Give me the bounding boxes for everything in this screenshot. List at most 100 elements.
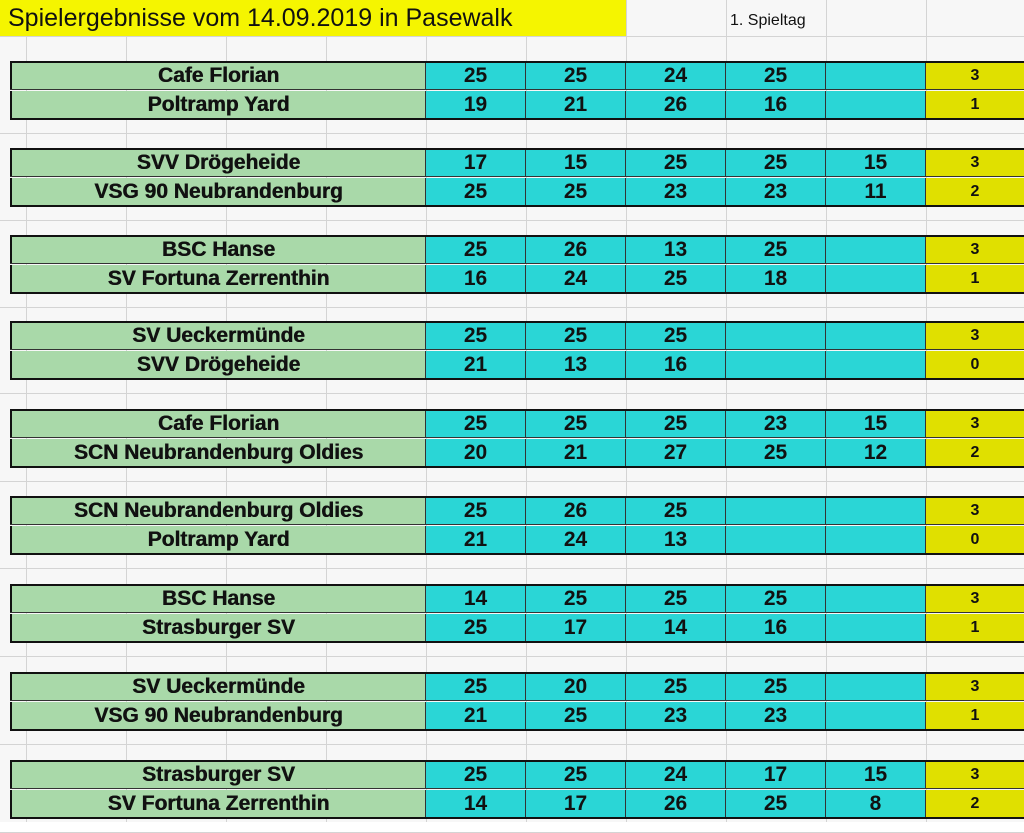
team-name-cell: SV Ueckermünde [10, 323, 426, 349]
set-score-cell [826, 614, 926, 641]
set-score-cell [826, 323, 926, 349]
set-score-cell [826, 265, 926, 292]
set-score-cell: 25 [626, 323, 726, 349]
set-score-cell: 17 [526, 614, 626, 641]
points-cell: 3 [926, 411, 1024, 437]
points-cell: 3 [926, 323, 1024, 349]
set-score-cell: 25 [626, 498, 726, 524]
table-row: BSC Hanse 14 25 25 25 3 [10, 584, 1024, 613]
set-score-cell: 25 [426, 614, 526, 641]
team-name-cell: SVV Drögeheide [10, 150, 426, 176]
gridline [0, 307, 1024, 308]
team-name-cell: Strasburger SV [10, 762, 426, 788]
team-name-cell: VSG 90 Neubrandenburg [10, 178, 426, 205]
set-score-cell: 25 [626, 411, 726, 437]
set-score-cell: 23 [726, 702, 826, 729]
set-score-cell: 25 [426, 178, 526, 205]
set-score-cell: 15 [826, 411, 926, 437]
team-name-cell: SCN Neubrandenburg Oldies [10, 439, 426, 466]
team-name-cell: Poltramp Yard [10, 526, 426, 553]
set-score-cell: 20 [426, 439, 526, 466]
points-cell: 3 [926, 674, 1024, 700]
points-cell: 3 [926, 498, 1024, 524]
team-name-cell: BSC Hanse [10, 237, 426, 263]
team-name-cell: Cafe Florian [10, 411, 426, 437]
set-score-cell: 24 [626, 762, 726, 788]
table-row: SV Fortuna Zerrenthin 14 17 26 25 8 2 [10, 790, 1024, 819]
team-name-cell: SV Ueckermünde [10, 674, 426, 700]
set-score-cell: 17 [526, 790, 626, 817]
set-score-cell: 25 [526, 323, 626, 349]
table-row: Poltramp Yard 19 21 26 16 1 [10, 91, 1024, 120]
set-score-cell: 25 [426, 498, 526, 524]
set-score-cell: 25 [726, 439, 826, 466]
team-name-cell: Cafe Florian [10, 63, 426, 89]
matchday-label: 1. Spieltag [730, 12, 806, 29]
set-score-cell: 25 [526, 178, 626, 205]
set-score-cell: 27 [626, 439, 726, 466]
gridline [0, 744, 1024, 745]
set-score-cell: 25 [526, 702, 626, 729]
set-score-cell: 25 [626, 674, 726, 700]
set-score-cell: 14 [426, 586, 526, 612]
table-row: Cafe Florian 25 25 25 23 15 3 [10, 409, 1024, 438]
set-score-cell: 16 [726, 614, 826, 641]
gridline [0, 481, 1024, 482]
team-name-cell: SVV Drögeheide [10, 351, 426, 378]
set-score-cell: 25 [726, 150, 826, 176]
set-score-cell: 18 [726, 265, 826, 292]
points-cell: 1 [926, 614, 1024, 641]
points-cell: 1 [926, 702, 1024, 729]
points-cell: 2 [926, 790, 1024, 817]
team-name-cell: Poltramp Yard [10, 91, 426, 118]
set-score-cell: 26 [526, 498, 626, 524]
set-score-cell: 25 [526, 586, 626, 612]
set-score-cell: 25 [426, 411, 526, 437]
set-score-cell: 25 [726, 63, 826, 89]
set-score-cell: 11 [826, 178, 926, 205]
set-score-cell [826, 526, 926, 553]
set-score-cell: 16 [426, 265, 526, 292]
set-score-cell: 23 [726, 178, 826, 205]
gridline [0, 656, 1024, 657]
table-row: SVV Drögeheide 21 13 16 0 [10, 351, 1024, 380]
set-score-cell: 14 [426, 790, 526, 817]
set-score-cell: 21 [426, 351, 526, 378]
set-score-cell [726, 323, 826, 349]
table-row: BSC Hanse 25 26 13 25 3 [10, 235, 1024, 264]
set-score-cell: 24 [626, 63, 726, 89]
table-row: SV Ueckermünde 25 20 25 25 3 [10, 672, 1024, 701]
set-score-cell [726, 498, 826, 524]
points-cell: 1 [926, 91, 1024, 118]
set-score-cell: 13 [626, 237, 726, 263]
points-cell: 0 [926, 351, 1024, 378]
table-row: Poltramp Yard 21 24 13 0 [10, 526, 1024, 555]
set-score-cell: 25 [426, 237, 526, 263]
points-cell: 3 [926, 586, 1024, 612]
set-score-cell [826, 586, 926, 612]
set-score-cell [826, 674, 926, 700]
points-cell: 2 [926, 178, 1024, 205]
team-name-cell: VSG 90 Neubrandenburg [10, 702, 426, 729]
points-cell: 1 [926, 265, 1024, 292]
set-score-cell: 21 [526, 439, 626, 466]
set-score-cell: 26 [526, 237, 626, 263]
set-score-cell [826, 498, 926, 524]
set-score-cell: 21 [426, 526, 526, 553]
set-score-cell: 16 [626, 351, 726, 378]
set-score-cell: 25 [626, 586, 726, 612]
points-cell: 3 [926, 237, 1024, 263]
set-score-cell: 8 [826, 790, 926, 817]
gridline [0, 220, 1024, 221]
set-score-cell: 21 [526, 91, 626, 118]
team-name-cell: Strasburger SV [10, 614, 426, 641]
set-score-cell: 23 [626, 178, 726, 205]
set-score-cell: 26 [626, 790, 726, 817]
set-score-cell: 20 [526, 674, 626, 700]
set-score-cell: 25 [626, 265, 726, 292]
set-score-cell [826, 63, 926, 89]
points-cell: 3 [926, 63, 1024, 89]
set-score-cell: 15 [526, 150, 626, 176]
points-cell: 2 [926, 439, 1024, 466]
set-score-cell: 25 [526, 762, 626, 788]
